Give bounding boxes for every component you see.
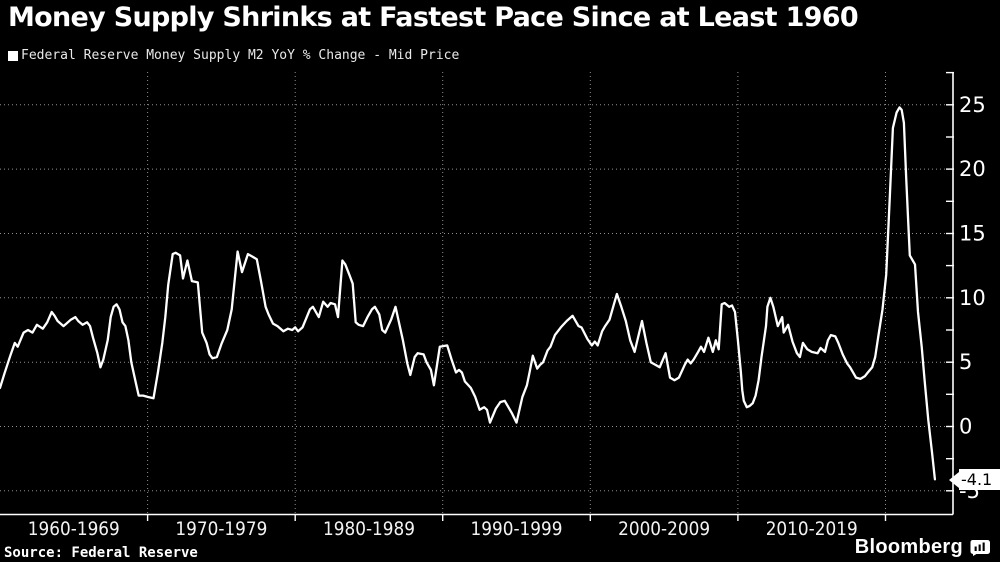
chart-title: Money Supply Shrinks at Fastest Pace Sin… — [8, 2, 859, 33]
chart-legend: Federal Reserve Money Supply M2 YoY % Ch… — [8, 48, 459, 63]
m2-yoy-line — [0, 106, 937, 481]
x-decade-label: 1990-1999 — [471, 518, 563, 540]
x-decade-label: 2010-2019 — [766, 518, 858, 540]
bloomberg-terminal-icon — [970, 539, 990, 556]
legend-swatch-icon — [8, 50, 18, 61]
y-tick-label: 10 — [959, 286, 986, 310]
x-decade-label: 1970-1979 — [175, 518, 267, 540]
legend-label: Federal Reserve Money Supply M2 YoY % Ch… — [21, 48, 460, 63]
y-tick-label: 0 — [959, 415, 972, 439]
y-tick-label: 15 — [959, 222, 986, 246]
y-tick-label: 25 — [959, 93, 986, 117]
y-tick-label: 5 — [959, 350, 972, 374]
last-value-callout: -4.1 — [959, 469, 1000, 490]
y-tick-label: 20 — [959, 157, 986, 181]
bloomberg-wordmark: Bloomberg — [854, 536, 963, 558]
x-decade-label: 2000-2009 — [618, 518, 710, 540]
brand-mark: Bloomberg — [855, 536, 990, 559]
x-decade-label: 1980-1989 — [323, 518, 415, 540]
x-decade-label: 1960-1969 — [28, 518, 120, 540]
source-note: Source: Federal Reserve — [4, 545, 198, 561]
